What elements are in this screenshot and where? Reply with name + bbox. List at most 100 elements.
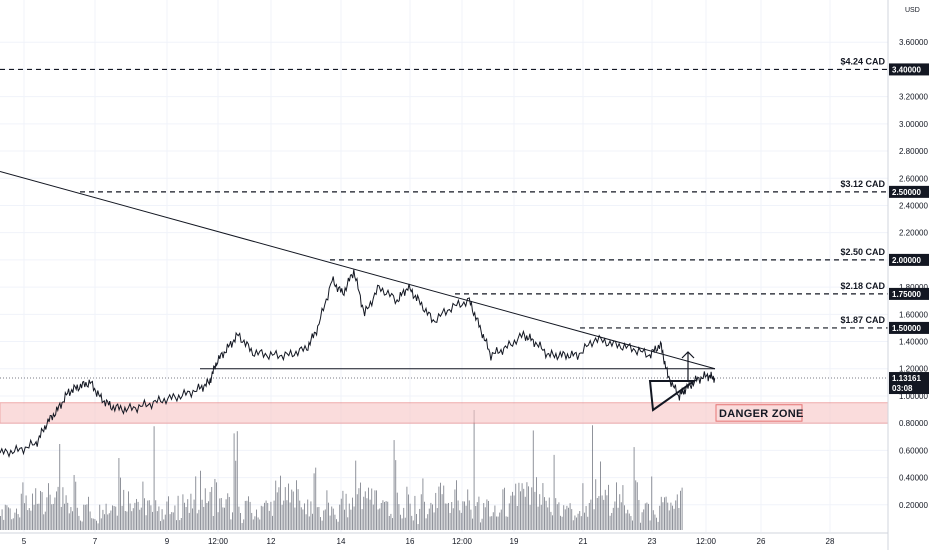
volume-bar [403, 507, 405, 530]
price-level-tag [889, 287, 929, 300]
triangle-pattern [648, 351, 698, 412]
volume-bar [132, 508, 134, 530]
price-level-tag-text: 1.50000 [892, 324, 921, 333]
volume-bar [171, 512, 173, 530]
volume-bar [32, 493, 33, 530]
volume-bar [38, 503, 40, 530]
volume-bar [252, 519, 254, 530]
volume-bar [40, 490, 41, 530]
volume-bar [204, 488, 206, 530]
volume-bar [657, 521, 659, 530]
volume-bar [128, 491, 129, 530]
volume-bar [296, 480, 297, 530]
volume-bar [236, 431, 238, 530]
volume-bar [35, 488, 37, 530]
volume-bar [308, 516, 310, 530]
volume-bar [28, 508, 30, 530]
volume-bar [670, 502, 672, 530]
volume-bar [288, 483, 289, 530]
volume-bar [107, 514, 109, 530]
volume-bar [436, 508, 438, 530]
volume-bar [273, 500, 275, 530]
volume-bar [470, 509, 472, 530]
volume-bar [465, 505, 467, 530]
volume-bar [248, 496, 249, 530]
x-tick-label: 16 [406, 537, 415, 546]
y-tick-label: 3.20000 [899, 93, 928, 102]
volume-bar [616, 482, 617, 530]
volume-bar [337, 521, 339, 530]
volume-bar [278, 487, 280, 530]
price-axis[interactable]: 3.60000 3.40000 3.20000 3.00000 2.80000 2.600… [887, 0, 929, 550]
volume-bar [3, 519, 5, 530]
volume-bar [73, 474, 75, 530]
volume-bar [572, 520, 574, 530]
volume-bar [52, 503, 54, 530]
volume-bar [620, 502, 622, 530]
current-price-text: 1.13161 [892, 374, 921, 383]
volume-bar [603, 499, 605, 530]
volume-bar [297, 489, 299, 530]
volume-bar [534, 491, 536, 530]
volume-bar [654, 514, 656, 530]
volume-bar [360, 482, 361, 530]
volume-bar [76, 507, 78, 530]
volume-bar [227, 493, 229, 530]
volume-bar [409, 503, 411, 530]
volume-bar [627, 509, 629, 530]
volume-bar [190, 493, 192, 530]
y-tick-label: 0.80000 [899, 419, 928, 428]
volume-bar [576, 517, 577, 530]
danger-zone-box [715, 404, 803, 422]
volume-bar [643, 509, 645, 530]
volume-bar [640, 522, 641, 530]
volume-bar [395, 460, 397, 530]
volume-bar [116, 515, 118, 530]
volume-bar [486, 499, 488, 530]
volume-bar [380, 502, 382, 530]
volume-bar [516, 505, 518, 530]
volume-bar [651, 476, 653, 530]
volume-bar [553, 454, 555, 530]
volume-bar [113, 506, 115, 530]
y-tick-label: 2.60000 [899, 174, 928, 183]
x-tick-label: 9 [165, 537, 170, 546]
volume-bar [459, 510, 461, 530]
volume-bar [484, 507, 486, 530]
volume-bar [230, 519, 232, 530]
volume-bar [264, 502, 265, 530]
volume-bar [438, 486, 440, 530]
volume-bar [392, 518, 393, 530]
volume-bar [502, 489, 504, 530]
volume-bar [313, 473, 315, 530]
x-tick-label: 12:00 [208, 537, 229, 546]
volume-bar [208, 501, 209, 530]
volume-bar [182, 494, 184, 530]
time-axis[interactable]: 5 7 9 12:00 12 14 16 12:00 19 21 23 12:00 26 28 [0, 532, 888, 546]
volume-bar [539, 494, 541, 530]
chart-grid [0, 0, 888, 532]
volume-bar [100, 518, 102, 530]
volume-bar [68, 513, 70, 530]
y-tick-label: 1.60000 [899, 310, 928, 319]
volume-bar [497, 516, 499, 530]
volume-bar [512, 491, 513, 530]
volume-bar [153, 426, 155, 530]
volume-bar [260, 505, 262, 530]
volume-bar [238, 506, 240, 530]
volume-bar [675, 500, 677, 530]
volume-bar [361, 509, 363, 530]
volume-bar [184, 502, 185, 530]
volume-bar [569, 503, 571, 530]
volume-bar [374, 490, 376, 530]
volume-bar [507, 516, 509, 530]
volume-bar [641, 512, 643, 530]
price-levels: $4.24 CAD $3.12 CAD $2.50 CAD $2.18 CAD $1.8… [0, 56, 888, 329]
volume-bar [142, 481, 144, 530]
volume-bar [51, 504, 53, 530]
volume-bar [192, 508, 193, 530]
volume-bar [20, 493, 22, 530]
current-price-tag [889, 372, 929, 395]
volume-bar [443, 485, 445, 530]
